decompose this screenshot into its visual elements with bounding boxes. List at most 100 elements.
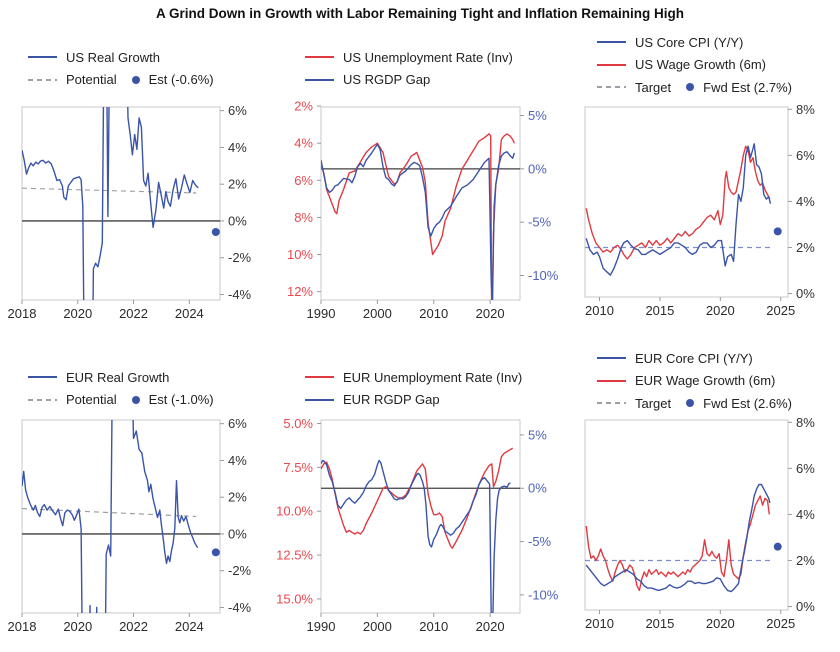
svg-text:-2%: -2% — [228, 563, 252, 578]
legend-label: EUR RGDP Gap — [343, 392, 440, 408]
legend-row: US Real Growth — [28, 46, 214, 69]
legend-row: EUR Real Growth — [28, 366, 214, 389]
svg-text:6%: 6% — [796, 148, 815, 163]
svg-text:2015: 2015 — [645, 616, 674, 631]
legend-us-unemployment-rgdp-gap: US Unemployment Rate (Inv) US RGDP Gap — [305, 46, 513, 91]
legend-row: US Wage Growth (6m) — [597, 54, 792, 77]
svg-text:-2%: -2% — [228, 250, 252, 265]
svg-text:2020: 2020 — [476, 306, 505, 321]
legend-label: US Unemployment Rate (Inv) — [343, 49, 513, 65]
line-swatch-icon — [305, 56, 334, 59]
dash-swatch-icon — [28, 398, 57, 401]
forecast-dot — [211, 227, 220, 236]
legend-label: Target — [635, 79, 672, 95]
svg-text:0%: 0% — [796, 286, 815, 301]
legend-row: EUR Core CPI (Y/Y) — [597, 347, 792, 370]
svg-text:2%: 2% — [228, 177, 247, 192]
svg-text:1990: 1990 — [307, 306, 336, 321]
legend-us-real-growth: US Real Growth Potential Est (-0.6%) — [28, 46, 214, 91]
svg-text:-4%: -4% — [228, 600, 252, 615]
legend-row: Target Fwd Est (2.7%) — [597, 76, 792, 99]
svg-text:2%: 2% — [228, 490, 247, 505]
dash-swatch-icon — [28, 78, 57, 81]
forecast-dot — [773, 542, 782, 551]
legend-label: US Real Growth — [66, 49, 160, 65]
svg-text:2010: 2010 — [585, 303, 614, 318]
svg-text:8%: 8% — [294, 210, 313, 225]
svg-text:6%: 6% — [796, 461, 815, 476]
svg-text:0%: 0% — [228, 213, 247, 228]
legend-us-inflation: US Core CPI (Y/Y) US Wage Growth (6m) Ta… — [597, 31, 792, 99]
svg-text:10%: 10% — [287, 247, 313, 262]
svg-text:2015: 2015 — [645, 303, 674, 318]
dot-swatch-icon — [131, 75, 140, 84]
svg-text:2020: 2020 — [476, 619, 505, 634]
legend-row: EUR RGDP Gap — [305, 389, 522, 412]
dot-swatch-icon — [686, 83, 695, 92]
svg-text:2000: 2000 — [363, 306, 392, 321]
legend-label: Potential — [66, 72, 117, 88]
legend-label: US Core CPI (Y/Y) — [635, 34, 744, 50]
panel-eur-real-growth: 2018 2020 2022 2024 6% 4% 2% 0% -2% -4% — [8, 416, 252, 634]
svg-text:-5%: -5% — [528, 215, 552, 230]
forecast-dot — [773, 227, 782, 236]
svg-text:2020: 2020 — [63, 306, 92, 321]
line-swatch-icon — [305, 376, 334, 379]
svg-text:2024: 2024 — [175, 306, 204, 321]
svg-text:4%: 4% — [796, 507, 815, 522]
svg-text:-4%: -4% — [228, 287, 252, 302]
line-swatch-icon — [597, 357, 626, 360]
svg-text:1990: 1990 — [307, 619, 336, 634]
svg-text:2022: 2022 — [119, 306, 148, 321]
svg-text:0%: 0% — [528, 481, 547, 496]
legend-label: Target — [635, 395, 672, 411]
dot-swatch-icon — [686, 399, 695, 408]
svg-text:2024: 2024 — [175, 619, 204, 634]
line-swatch-icon — [597, 379, 626, 382]
panel-eur-inflation: 2010 2015 2020 2025 8% 6% 4% 2% 0% — [584, 415, 815, 631]
dot-swatch-icon — [131, 395, 140, 404]
svg-text:8%: 8% — [796, 102, 815, 117]
svg-text:8%: 8% — [796, 415, 815, 430]
legend-label: US RGDP Gap — [343, 72, 431, 88]
legend-label: Fwd Est (2.7%) — [703, 79, 792, 95]
svg-text:7.5%: 7.5% — [283, 460, 313, 475]
svg-text:2010: 2010 — [585, 616, 614, 631]
legend-row: Potential Est (-0.6%) — [28, 69, 214, 92]
line-swatch-icon — [28, 56, 57, 59]
svg-text:10.0%: 10.0% — [276, 504, 313, 519]
svg-text:5%: 5% — [528, 108, 547, 123]
legend-row: EUR Wage Growth (6m) — [597, 370, 792, 393]
legend-label: EUR Wage Growth (6m) — [635, 373, 776, 389]
svg-text:2010: 2010 — [419, 306, 448, 321]
svg-text:0%: 0% — [228, 526, 247, 541]
legend-row: Target Fwd Est (2.6%) — [597, 392, 792, 415]
line-swatch-icon — [597, 41, 626, 44]
svg-text:2018: 2018 — [8, 306, 37, 321]
svg-text:12%: 12% — [287, 284, 313, 299]
legend-row: US Core CPI (Y/Y) — [597, 31, 792, 54]
svg-text:2000: 2000 — [363, 619, 392, 634]
line-swatch-icon — [305, 78, 334, 81]
svg-text:4%: 4% — [294, 136, 313, 151]
line-swatch-icon — [597, 63, 626, 66]
svg-text:2%: 2% — [796, 553, 815, 568]
legend-label: EUR Core CPI (Y/Y) — [635, 350, 753, 366]
svg-text:2%: 2% — [294, 99, 313, 114]
panel-us-unemployment-rgdp-gap: 1990 2000 2010 2020 2% 4% 6% 8% 10% 12% 5% 0% -5% -10… — [287, 99, 559, 321]
legend-label: EUR Unemployment Rate (Inv) — [343, 369, 523, 385]
svg-text:-5%: -5% — [528, 534, 552, 549]
svg-text:2025: 2025 — [766, 616, 795, 631]
legend-label: Fwd Est (2.6%) — [703, 395, 792, 411]
legend-label: US Wage Growth (6m) — [635, 57, 766, 73]
dash-swatch-icon — [597, 86, 626, 89]
svg-text:15.0%: 15.0% — [276, 591, 313, 606]
svg-text:6%: 6% — [228, 416, 247, 431]
legend-row: EUR Unemployment Rate (Inv) — [305, 366, 522, 389]
svg-text:2025: 2025 — [766, 303, 795, 318]
legend-label: Potential — [66, 392, 117, 408]
legend-eur-inflation: EUR Core CPI (Y/Y) EUR Wage Growth (6m) … — [597, 347, 792, 415]
svg-text:2010: 2010 — [419, 619, 448, 634]
svg-text:4%: 4% — [796, 194, 815, 209]
